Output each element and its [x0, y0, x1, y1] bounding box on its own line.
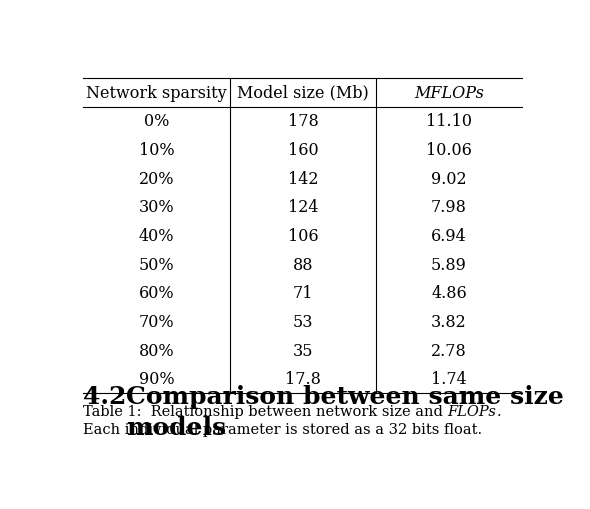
- Text: Comparison between same size
models: Comparison between same size models: [126, 384, 564, 439]
- Text: 30%: 30%: [139, 199, 174, 216]
- Text: 1.74: 1.74: [431, 371, 467, 388]
- Text: 142: 142: [288, 171, 318, 187]
- Text: 11.10: 11.10: [426, 113, 472, 130]
- Text: 4.2: 4.2: [83, 384, 126, 408]
- Text: 7.98: 7.98: [431, 199, 467, 216]
- Text: Each individual parameter is stored as a 32 bits float.: Each individual parameter is stored as a…: [83, 422, 482, 436]
- Text: 88: 88: [293, 256, 313, 273]
- Text: 4.86: 4.86: [431, 285, 467, 302]
- Text: 10.06: 10.06: [426, 142, 472, 159]
- Text: 3.82: 3.82: [431, 314, 467, 330]
- Text: 50%: 50%: [139, 256, 174, 273]
- Text: 71: 71: [293, 285, 313, 302]
- Text: 70%: 70%: [139, 314, 174, 330]
- Text: 5.89: 5.89: [431, 256, 467, 273]
- Text: 10%: 10%: [139, 142, 174, 159]
- Text: 0%: 0%: [144, 113, 169, 130]
- Text: 90%: 90%: [139, 371, 174, 388]
- Text: Model size (Mb): Model size (Mb): [237, 84, 369, 101]
- Text: 53: 53: [293, 314, 313, 330]
- Text: 160: 160: [288, 142, 319, 159]
- Text: Table 1:  Relationship between network size and: Table 1: Relationship between network si…: [83, 405, 447, 418]
- Text: 80%: 80%: [139, 342, 174, 359]
- Text: Network sparsity: Network sparsity: [86, 84, 227, 101]
- Text: 20%: 20%: [139, 171, 174, 187]
- Text: 17.8: 17.8: [285, 371, 321, 388]
- Text: 40%: 40%: [139, 228, 174, 244]
- Text: 6.94: 6.94: [431, 228, 467, 244]
- Text: MFLOPs: MFLOPs: [414, 84, 484, 101]
- Text: 178: 178: [288, 113, 319, 130]
- Text: 106: 106: [288, 228, 319, 244]
- Text: FLOPs: FLOPs: [447, 405, 496, 418]
- Text: 2.78: 2.78: [431, 342, 467, 359]
- Text: 60%: 60%: [139, 285, 174, 302]
- Text: .: .: [496, 405, 501, 418]
- Text: 124: 124: [288, 199, 318, 216]
- Text: 9.02: 9.02: [431, 171, 467, 187]
- Text: 35: 35: [293, 342, 313, 359]
